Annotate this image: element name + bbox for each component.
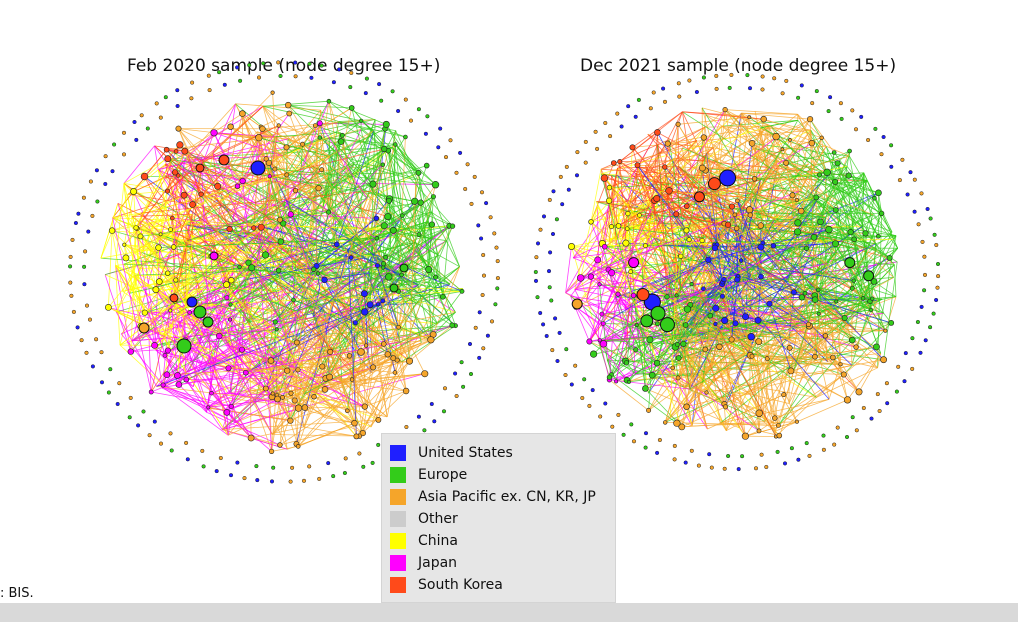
network-periphery-nodes (533, 72, 941, 472)
hub-node (693, 191, 705, 203)
source-note: : BIS. (0, 586, 34, 601)
bottom-bar (0, 603, 1018, 622)
hub-node (218, 154, 230, 166)
legend-label-asia-pacific: Asia Pacific ex. CN, KR, JP (418, 489, 596, 505)
hub-node (193, 305, 207, 319)
legend-item-asia-pacific: Asia Pacific ex. CN, KR, JP (390, 486, 615, 508)
hub-node (640, 314, 654, 328)
hub-node (707, 177, 721, 191)
legend-item-south-korea: South Korea (390, 574, 615, 596)
legend-item-other: Other (390, 508, 615, 530)
hub-node (209, 251, 219, 261)
hub-node (636, 288, 650, 302)
hub-node (659, 317, 675, 333)
hub-node (399, 263, 409, 273)
hub-node (719, 169, 737, 187)
hub-node (628, 257, 640, 269)
legend-item-united-states: United States (390, 442, 615, 464)
hub-node (863, 270, 875, 282)
hub-node (571, 298, 583, 310)
hub-node (844, 257, 856, 269)
network-edges (100, 92, 464, 452)
legend: United States Europe Asia Pacific ex. CN… (381, 433, 616, 603)
legend-swatch-europe (390, 467, 406, 483)
legend-swatch-japan (390, 555, 406, 571)
panel-title-dec-2021: Dec 2021 sample (node degree 15+) (580, 56, 897, 76)
legend-label-south-korea: South Korea (418, 577, 503, 593)
legend-item-japan: Japan (390, 552, 615, 574)
legend-label-europe: Europe (418, 467, 468, 483)
hub-node (202, 316, 214, 328)
hub-node (176, 338, 192, 354)
legend-label-other: Other (418, 511, 458, 527)
panel-title-feb-2020: Feb 2020 sample (node degree 15+) (127, 56, 441, 76)
hub-node (138, 322, 150, 334)
network-graph-dec-2021 (533, 72, 941, 472)
hub-node (186, 296, 198, 308)
hub-node (195, 163, 205, 173)
network-nodes (105, 90, 465, 455)
legend-item-europe: Europe (390, 464, 615, 486)
hub-node (250, 160, 266, 176)
network-edges (565, 107, 899, 437)
network-graph-feb-2020 (68, 60, 500, 484)
legend-label-china: China (418, 533, 458, 549)
legend-swatch-asia-pacific (390, 489, 406, 505)
hub-node (169, 293, 179, 303)
legend-label-japan: Japan (418, 555, 458, 571)
legend-swatch-united-states (390, 445, 406, 461)
legend-item-china: China (390, 530, 615, 552)
hub-node (650, 305, 666, 321)
legend-swatch-china (390, 533, 406, 549)
legend-swatch-other (390, 511, 406, 527)
legend-swatch-south-korea (390, 577, 406, 593)
network-nodes (567, 106, 895, 440)
network-periphery-nodes (68, 60, 500, 484)
hub-node (389, 283, 399, 293)
legend-label-united-states: United States (418, 445, 513, 461)
